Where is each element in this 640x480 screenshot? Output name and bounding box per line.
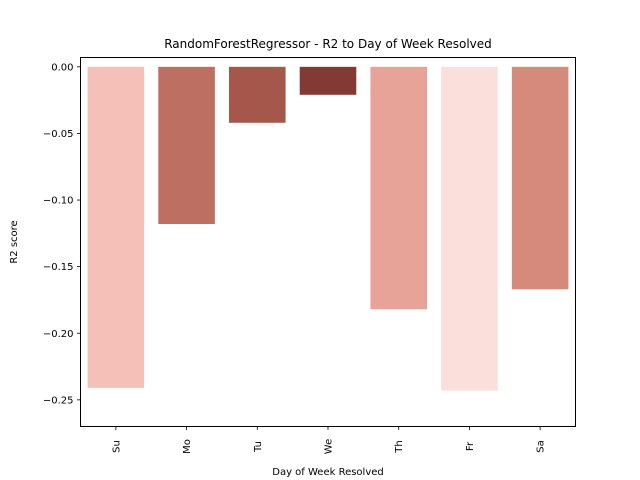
plot-frame [80, 57, 576, 427]
bar-tu [229, 66, 286, 123]
y-tick-label: −0.05 [43, 129, 74, 140]
y-tick-label: −0.10 [43, 196, 74, 207]
bar-th [370, 66, 427, 310]
x-axis-title: Day of Week Resolved [272, 467, 384, 478]
x-tick-label: Fr [465, 441, 476, 451]
x-tick-label: Tu [253, 441, 264, 453]
x-tick-label: Th [394, 440, 405, 453]
y-tick-label: 0.00 [51, 62, 73, 73]
y-axis-title: R2 score [9, 220, 20, 263]
y-axis: 0.00 −0.05 −0.10 −0.15 −0.20 −0.25 [43, 62, 81, 406]
bar-mo [158, 66, 215, 225]
x-tick-label: Mo [182, 439, 193, 454]
y-tick-label: −0.20 [43, 329, 74, 340]
bar-fr [441, 66, 498, 391]
x-tick-label: Su [111, 440, 122, 453]
bar-su [87, 66, 145, 388]
x-tick-label: Sa [536, 440, 547, 452]
y-tick-label: −0.25 [43, 395, 74, 406]
bars [87, 66, 569, 391]
y-tick-label: −0.15 [43, 262, 74, 273]
bar-we [299, 66, 357, 95]
x-axis: Su Mo Tu We Th Fr Sa [111, 426, 547, 454]
chart-title: RandomForestRegressor - R2 to Day of Wee… [164, 37, 492, 51]
bar-sa [511, 66, 569, 290]
x-tick-label: We [324, 439, 335, 454]
